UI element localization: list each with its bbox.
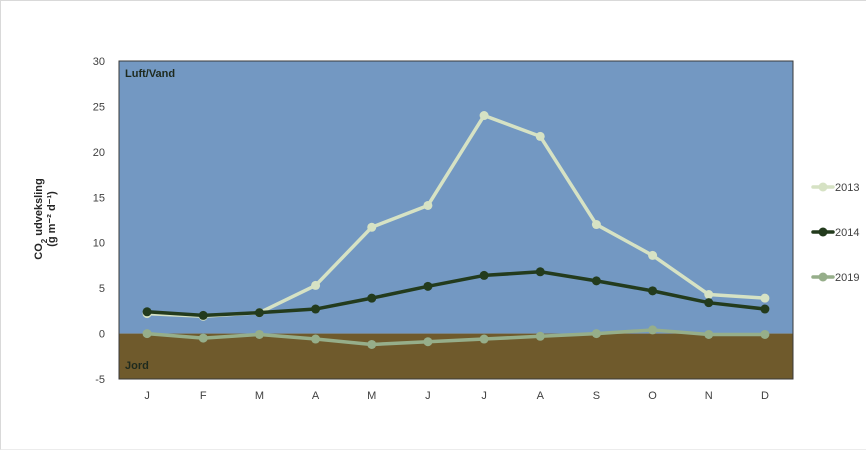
x-tick-label: N bbox=[705, 390, 713, 402]
y-axis-label-line1: CO2 udveksling bbox=[33, 178, 49, 259]
data-point-2013 bbox=[648, 250, 658, 260]
legend-marker-2014 bbox=[818, 227, 828, 237]
data-point-2019 bbox=[704, 329, 714, 339]
data-point-2014 bbox=[479, 270, 489, 280]
legend-label-2014: 2014 bbox=[835, 227, 859, 239]
y-tick-label: 15 bbox=[93, 192, 105, 204]
data-point-2014 bbox=[254, 308, 264, 318]
y-tick-label: 30 bbox=[93, 56, 105, 68]
data-point-2014 bbox=[591, 276, 601, 286]
series-2014 bbox=[142, 267, 770, 320]
data-point-2014 bbox=[423, 281, 433, 291]
x-tick-label: D bbox=[761, 390, 769, 402]
data-point-2013 bbox=[704, 290, 714, 300]
data-point-2019 bbox=[591, 329, 601, 339]
x-tick-label: O bbox=[648, 390, 657, 402]
plot-border bbox=[118, 60, 794, 380]
x-tick-label: A bbox=[312, 390, 320, 402]
data-point-2014 bbox=[704, 298, 714, 308]
data-point-2013 bbox=[760, 293, 770, 303]
legend-item-2013: 2013 bbox=[811, 182, 859, 194]
series-2019 bbox=[142, 325, 770, 349]
data-point-2014 bbox=[142, 307, 152, 317]
series-line-2014 bbox=[145, 270, 767, 318]
x-tick-label: A bbox=[537, 390, 545, 402]
data-point-2019 bbox=[367, 339, 377, 349]
x-tick-label: M bbox=[255, 390, 264, 402]
data-point-2014 bbox=[367, 293, 377, 303]
data-point-2019 bbox=[423, 337, 433, 347]
series-line-2019 bbox=[145, 328, 767, 347]
data-point-2014 bbox=[311, 304, 321, 314]
region-label-soil: Jord bbox=[125, 360, 149, 372]
data-point-2019 bbox=[648, 325, 658, 335]
x-tick-label: F bbox=[200, 390, 207, 402]
x-tick-label: M bbox=[367, 390, 376, 402]
y-axis-label-line2: (g m⁻² d⁻¹) bbox=[46, 191, 58, 247]
data-point-2019 bbox=[198, 333, 208, 343]
y-tick-label: 20 bbox=[93, 147, 105, 159]
legend-item-2014: 2014 bbox=[811, 227, 859, 239]
region-air-water bbox=[119, 61, 793, 334]
data-point-2013 bbox=[535, 131, 545, 141]
data-point-2019 bbox=[142, 329, 152, 339]
y-tick-label: 10 bbox=[93, 238, 105, 250]
data-point-2013 bbox=[311, 280, 321, 290]
data-point-2019 bbox=[479, 334, 489, 344]
x-tick-label: J bbox=[425, 390, 431, 402]
data-point-2013 bbox=[367, 222, 377, 232]
x-tick-label: S bbox=[593, 390, 600, 402]
region-label-air-water: Luft/Vand bbox=[125, 68, 175, 80]
y-axis-label: CO2 udveksling (g m⁻² d⁻¹) bbox=[33, 178, 58, 259]
legend-item-2019: 2019 bbox=[811, 272, 859, 284]
data-point-2013 bbox=[591, 220, 601, 230]
data-point-2014 bbox=[760, 304, 770, 314]
data-point-2019 bbox=[311, 334, 321, 344]
data-point-2014 bbox=[535, 267, 545, 277]
data-point-2019 bbox=[535, 331, 545, 341]
y-tick-label: -5 bbox=[95, 374, 105, 386]
y-tick-label: 5 bbox=[99, 283, 105, 295]
x-tick-label: J bbox=[481, 390, 487, 402]
legend-marker-2019 bbox=[818, 272, 828, 282]
legend-label-2019: 2019 bbox=[835, 272, 859, 284]
legend-label-2013: 2013 bbox=[835, 182, 859, 194]
y-tick-label: 25 bbox=[93, 101, 105, 113]
data-point-2014 bbox=[648, 286, 658, 296]
data-point-2014 bbox=[198, 310, 208, 320]
data-point-2019 bbox=[760, 329, 770, 339]
data-point-2019 bbox=[254, 329, 264, 339]
x-tick-label: J bbox=[144, 390, 150, 402]
legend-marker-2013 bbox=[818, 182, 828, 192]
y-tick-label: 0 bbox=[99, 329, 105, 341]
data-point-2013 bbox=[423, 200, 433, 210]
data-point-2013 bbox=[479, 111, 489, 121]
